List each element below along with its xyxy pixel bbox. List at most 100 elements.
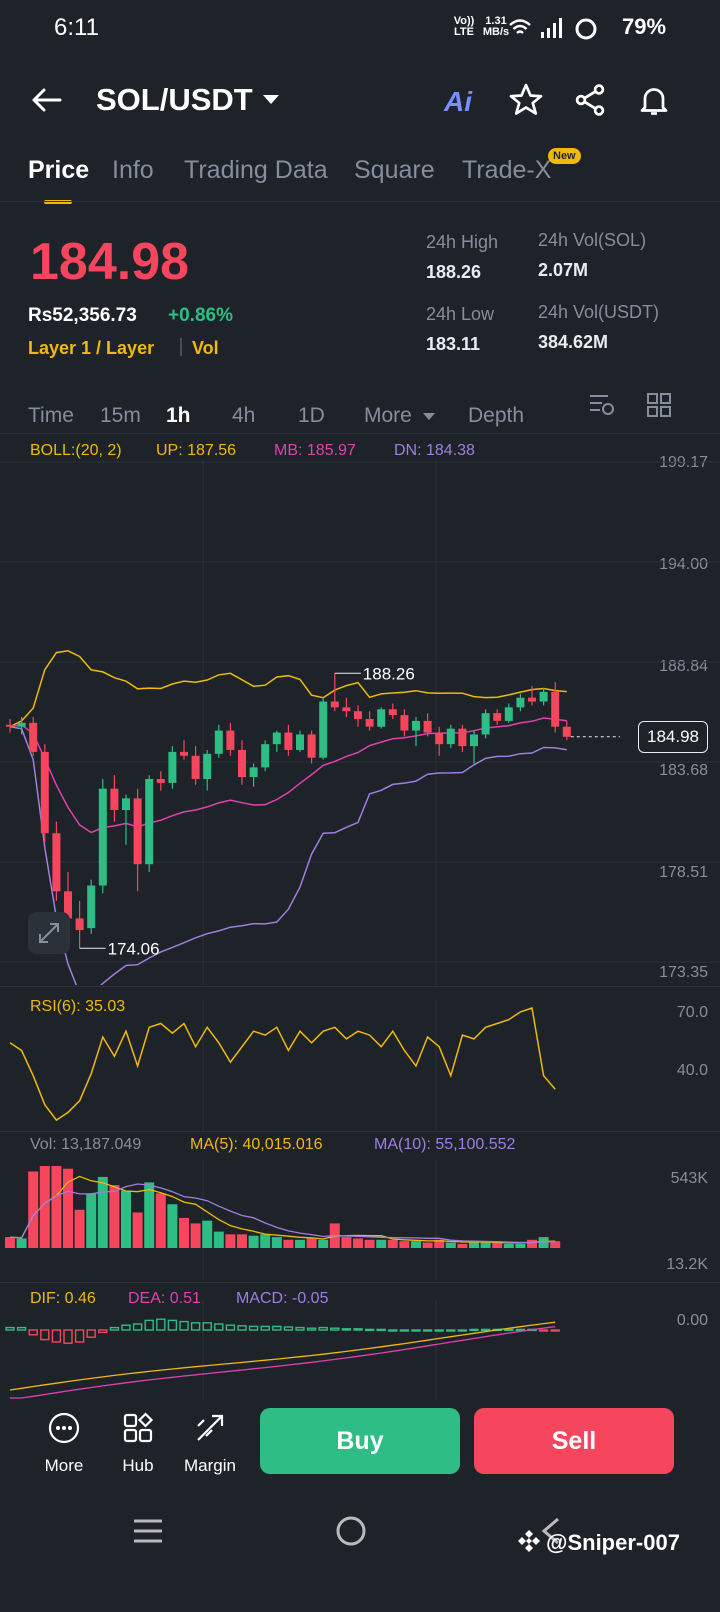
volume-bar (97, 1176, 108, 1248)
tab-trading-data[interactable]: Trading Data (184, 156, 328, 184)
volume-bar (74, 1209, 85, 1248)
tf-4h[interactable]: 4h (232, 404, 256, 427)
ai-icon[interactable]: Ai (444, 86, 472, 117)
status-time: 6:11 (54, 14, 99, 41)
category-tag-2[interactable]: Vol (192, 338, 219, 358)
volume-bar (445, 1242, 456, 1248)
candle-body (87, 885, 96, 929)
macd-value: MACD: -0.05 (236, 1290, 329, 1307)
network-indicator: Vo)) LTE (453, 15, 475, 38)
tf-time[interactable]: Time (28, 404, 74, 427)
divider (0, 1131, 720, 1132)
tab-price[interactable]: Price (28, 156, 90, 184)
vol-base-value: 2.07M (538, 260, 589, 280)
candle-body (423, 720, 432, 733)
vol-axis-tick: 543K (670, 1170, 708, 1187)
hub-button[interactable] (108, 1412, 168, 1449)
tab-square[interactable]: Square (354, 156, 435, 184)
volume-bar (39, 1166, 50, 1248)
indicator-settings-icon[interactable] (588, 392, 616, 418)
candle-body (6, 724, 14, 727)
low-value: 183.11 (426, 334, 481, 354)
volume-bar (376, 1239, 387, 1248)
rsi-line (9, 1007, 556, 1122)
new-badge: New (548, 148, 581, 164)
candle-body (562, 726, 571, 737)
share-icon[interactable] (572, 82, 608, 118)
macd-bar (550, 1329, 560, 1332)
margin-label[interactable]: Margin (184, 1456, 236, 1475)
status-bar: 6:11 Vo)) LTE 1.31 MB/s 79% (0, 0, 720, 60)
star-icon[interactable] (508, 82, 544, 118)
rsi-axis-tick: 40.0 (676, 1062, 708, 1079)
back-icon[interactable] (540, 1516, 562, 1546)
hub-label[interactable]: Hub (122, 1456, 154, 1475)
volume-bar (434, 1239, 445, 1248)
tf-15m[interactable]: 15m (100, 404, 141, 427)
candle-body (412, 720, 420, 731)
candle-body (296, 734, 304, 750)
vol-ma10-line (9, 1183, 556, 1244)
back-arrow-icon[interactable] (30, 86, 62, 114)
tf-1d[interactable]: 1D (298, 404, 325, 427)
volume-bar (353, 1238, 363, 1248)
caret-down-icon[interactable] (422, 412, 436, 421)
candle-body (342, 707, 351, 712)
candle-body (388, 709, 397, 716)
macd-bar (434, 1329, 444, 1332)
volume-bar (318, 1239, 329, 1248)
candle-body (75, 918, 84, 931)
chevron-down-icon[interactable] (262, 94, 280, 106)
pair-selector[interactable]: SOL/USDT (96, 82, 253, 117)
macd-bar (295, 1326, 305, 1331)
buy-button[interactable]: Buy (260, 1408, 460, 1474)
vol-base-label: 24h Vol(SOL) (538, 230, 647, 250)
macd-bar (283, 1326, 294, 1331)
macd-dea: DEA: 0.51 (128, 1290, 201, 1307)
fiat-price: Rs52,356.73 (28, 305, 137, 326)
candle-body (261, 744, 270, 768)
more-label[interactable]: More (44, 1456, 84, 1475)
candle-body (249, 767, 258, 778)
volume-bar (132, 1212, 143, 1248)
candlestick-chart[interactable]: 188.26 174.06 (0, 460, 720, 985)
candle-body (214, 730, 223, 754)
pair-header: SOL/USDT Ai (0, 78, 720, 128)
tf-depth[interactable]: Depth (468, 404, 525, 427)
candle-body (64, 891, 72, 919)
tab-trade-x[interactable]: Trade-X (462, 156, 552, 184)
volume-bar (167, 1204, 178, 1248)
volume-bar (121, 1190, 131, 1248)
candle-body (354, 711, 362, 719)
more-button[interactable] (34, 1412, 94, 1449)
volume-bar (260, 1234, 271, 1248)
macd-bar (86, 1329, 96, 1338)
volume-bar (515, 1243, 526, 1248)
margin-button[interactable] (180, 1412, 240, 1449)
macd-bar (480, 1328, 491, 1332)
tab-info[interactable]: Info (112, 156, 154, 184)
menu-icon[interactable] (132, 1518, 164, 1544)
volume-bar (225, 1234, 236, 1248)
home-icon[interactable] (334, 1514, 368, 1548)
volume-bar (144, 1182, 155, 1248)
macd-bar (40, 1329, 50, 1341)
volume-bar (480, 1242, 491, 1248)
category-tag[interactable]: Layer 1 / Layer (28, 338, 155, 358)
sell-button[interactable]: Sell (474, 1408, 674, 1474)
tf-more[interactable]: More (364, 404, 412, 427)
tf-1h[interactable]: 1h (166, 404, 191, 427)
macd-bar (248, 1325, 259, 1331)
layout-grid-icon[interactable] (646, 392, 672, 418)
vol-ma5-line (9, 1175, 556, 1244)
battery-ring-icon (575, 18, 597, 40)
fullscreen-button[interactable] (28, 912, 70, 954)
candle-body (52, 833, 61, 892)
candle-body (330, 701, 339, 708)
divider (0, 433, 720, 434)
candle-body (377, 709, 386, 727)
bell-icon[interactable] (636, 82, 672, 118)
volume-bar (271, 1237, 282, 1248)
main-tabs: Price Info Trading Data Square Trade-X N… (0, 148, 720, 208)
candle-body (238, 749, 246, 778)
